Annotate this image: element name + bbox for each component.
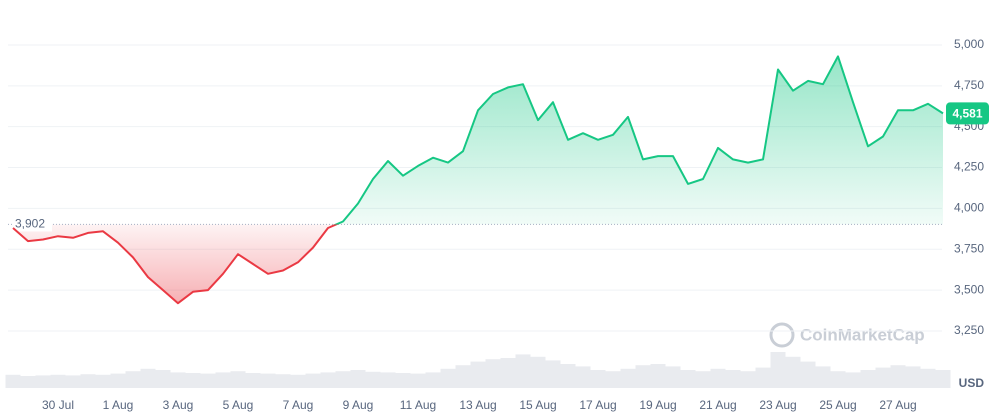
volume-bar bbox=[380, 372, 396, 388]
currency-label: USD bbox=[959, 376, 985, 390]
volume-bar bbox=[920, 368, 936, 388]
volume-bar bbox=[410, 373, 426, 388]
x-tick-label: 3 Aug bbox=[163, 398, 194, 412]
volume-bar bbox=[230, 371, 246, 388]
volume-bar bbox=[65, 375, 81, 388]
x-tick-label: 9 Aug bbox=[343, 398, 374, 412]
volume-bar bbox=[485, 359, 501, 388]
x-tick-label: 15 Aug bbox=[519, 398, 556, 412]
x-tick-label: 7 Aug bbox=[283, 398, 314, 412]
x-tick-label: 1 Aug bbox=[103, 398, 134, 412]
volume-bar bbox=[245, 373, 261, 388]
volume-bar bbox=[260, 373, 276, 388]
volume-bar bbox=[515, 354, 531, 388]
volume-bar bbox=[530, 356, 546, 388]
volume-bar bbox=[770, 352, 786, 388]
volume-bar bbox=[425, 372, 441, 388]
y-tick-label: 3,250 bbox=[954, 323, 984, 337]
x-tick-label: 5 Aug bbox=[223, 398, 254, 412]
volume-bar bbox=[740, 371, 756, 388]
current-price-label: 4,581 bbox=[952, 107, 982, 121]
volume-bar bbox=[170, 372, 186, 388]
current-price-tag bbox=[946, 102, 989, 125]
volume-bar bbox=[635, 365, 651, 388]
volume-bar bbox=[695, 371, 711, 388]
volume-bar bbox=[275, 374, 291, 388]
price-line bbox=[12, 55, 944, 305]
y-tick-label: 4,000 bbox=[954, 201, 984, 215]
volume-bar bbox=[125, 371, 141, 388]
volume-bar bbox=[590, 370, 606, 388]
volume-bar bbox=[815, 366, 831, 388]
volume-bar bbox=[800, 361, 816, 388]
volume-bar bbox=[455, 365, 471, 388]
volume-bar bbox=[155, 370, 171, 388]
x-tick-label: 21 Aug bbox=[699, 398, 736, 412]
volume-bar bbox=[785, 356, 801, 388]
volume-bar bbox=[440, 368, 456, 388]
x-tick-label: 30 Jul bbox=[42, 398, 74, 412]
volume-bar bbox=[665, 366, 681, 388]
volume-bar bbox=[305, 373, 321, 388]
volume-bar bbox=[830, 371, 846, 388]
volume-bar bbox=[680, 370, 696, 388]
volume-bar bbox=[620, 368, 636, 388]
volume-bar bbox=[545, 360, 561, 388]
x-tick-label: 19 Aug bbox=[639, 398, 676, 412]
volume-bar bbox=[395, 373, 411, 388]
volume-bar bbox=[200, 373, 216, 388]
baseline-label-bg bbox=[12, 215, 52, 232]
volume-bar bbox=[710, 368, 726, 388]
volume-bar bbox=[575, 366, 591, 388]
x-tick-label: 13 Aug bbox=[459, 398, 496, 412]
volume-bar bbox=[500, 358, 516, 388]
volume-bar bbox=[650, 364, 666, 388]
volume-bar bbox=[140, 368, 156, 388]
volume-bar bbox=[50, 374, 66, 388]
x-tick-label: 17 Aug bbox=[579, 398, 616, 412]
y-tick-label: 4,750 bbox=[954, 78, 984, 92]
x-tick-label: 11 Aug bbox=[400, 398, 436, 412]
watermark-text: CoinMarketCap bbox=[800, 325, 925, 344]
y-tick-label: 3,500 bbox=[954, 282, 984, 296]
watermark: CoinMarketCap bbox=[769, 322, 925, 348]
volume-bar bbox=[80, 374, 96, 388]
volume-bar bbox=[470, 361, 486, 388]
volume-bar bbox=[845, 372, 861, 388]
volume-bar bbox=[875, 367, 891, 388]
baseline-label: 3,902 bbox=[15, 217, 45, 231]
volume-bar bbox=[215, 372, 231, 388]
x-tick-label: 25 Aug bbox=[819, 398, 856, 412]
volume-bar bbox=[905, 366, 921, 388]
volume-bar bbox=[110, 373, 126, 388]
y-tick-label: 5,000 bbox=[954, 37, 984, 51]
volume-bar bbox=[20, 376, 36, 388]
volume-bar bbox=[290, 374, 306, 388]
x-tick-label: 27 Aug bbox=[879, 398, 916, 412]
volume-bar bbox=[320, 372, 336, 388]
volume-bar bbox=[560, 364, 576, 388]
price-area bbox=[13, 56, 943, 304]
volume-bar bbox=[5, 374, 21, 388]
volume-bar bbox=[725, 370, 741, 388]
volume-bar bbox=[935, 370, 951, 388]
volume-bar bbox=[35, 375, 51, 388]
volume-bar bbox=[95, 374, 111, 388]
volume-bar bbox=[605, 371, 621, 388]
volume-bar bbox=[335, 371, 351, 388]
volume-bar bbox=[350, 370, 366, 388]
y-tick-label: 4,250 bbox=[954, 160, 984, 174]
volume-bar bbox=[860, 370, 876, 388]
x-tick-label: 23 Aug bbox=[759, 398, 796, 412]
y-tick-label: 3,750 bbox=[954, 241, 984, 255]
volume-bar bbox=[755, 367, 771, 388]
volume-bar bbox=[890, 365, 906, 388]
volume-bar bbox=[185, 373, 201, 388]
volume-bar bbox=[365, 371, 381, 388]
